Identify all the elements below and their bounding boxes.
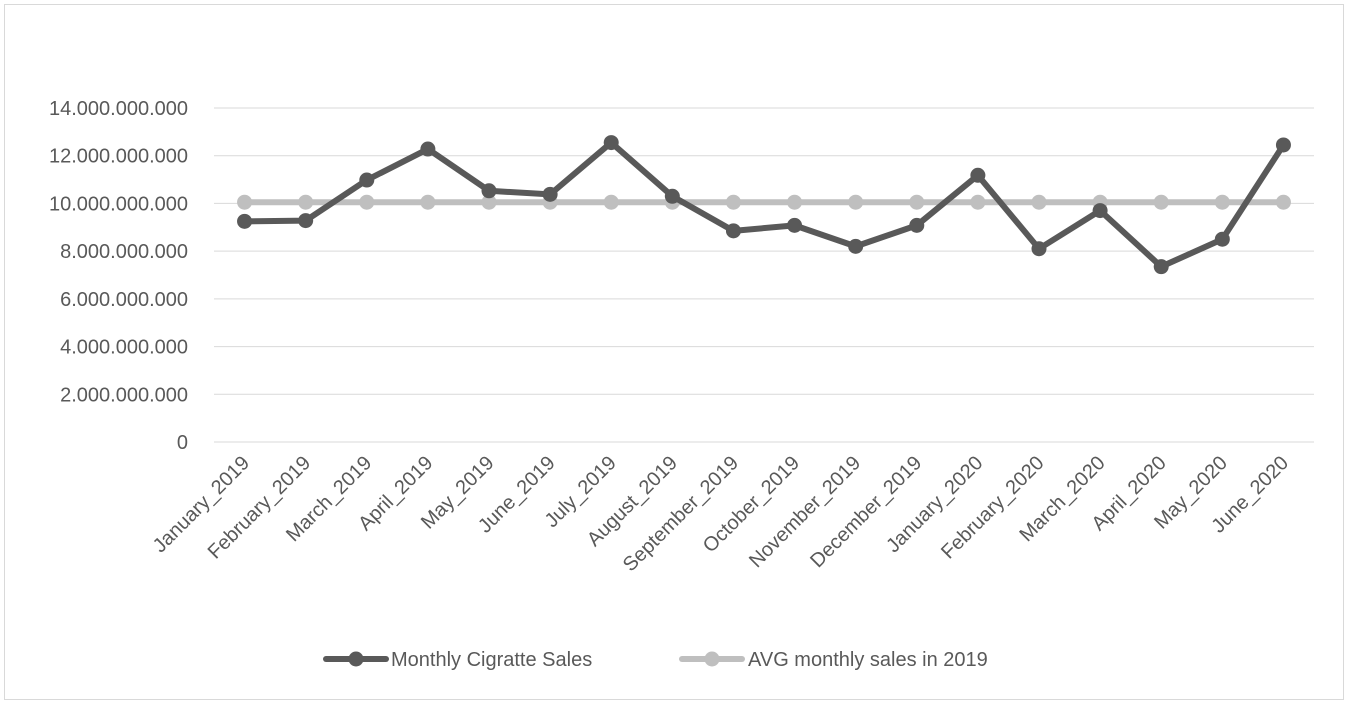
y-tick-label: 14.000.000.000 xyxy=(49,98,188,120)
data-point xyxy=(237,194,253,210)
data-point xyxy=(237,213,253,229)
gridlines xyxy=(214,107,1314,443)
data-point xyxy=(1275,194,1291,210)
legend-item: AVG monthly sales in 2019 xyxy=(679,649,988,671)
legend: Monthly Cigratte Sales AVG monthly sales … xyxy=(323,649,988,671)
legend-swatch-marker xyxy=(704,651,720,667)
data-point xyxy=(1092,203,1108,219)
legend-label: AVG monthly sales in 2019 xyxy=(748,649,988,671)
data-point xyxy=(542,186,558,202)
series-line xyxy=(241,139,1287,270)
data-point xyxy=(970,167,986,183)
data-point xyxy=(359,172,375,188)
data-point xyxy=(909,194,925,210)
x-tick-label: November_2019 xyxy=(745,452,865,572)
data-point xyxy=(359,194,375,210)
legend-item: Monthly Cigratte Sales xyxy=(323,649,592,671)
data-point xyxy=(481,183,497,199)
y-tick-label: 4.000.000.000 xyxy=(60,337,188,359)
x-tick-label: September_2019 xyxy=(619,452,743,576)
y-tick-label: 8.000.000.000 xyxy=(60,241,188,263)
data-point xyxy=(1214,194,1230,210)
x-axis-ticks: January_2019February_2019March_2019April… xyxy=(149,452,1293,576)
data-point xyxy=(725,223,741,239)
data-point xyxy=(481,194,497,210)
data-point xyxy=(1153,194,1169,210)
data-point xyxy=(970,194,986,210)
series-monthly-sales xyxy=(237,135,1291,275)
series-avg-2019 xyxy=(237,194,1291,210)
legend-label: Monthly Cigratte Sales xyxy=(391,649,592,671)
data-point xyxy=(1275,137,1291,153)
y-tick-label: 2.000.000.000 xyxy=(60,384,188,406)
data-point xyxy=(1031,194,1047,210)
y-tick-label: 12.000.000.000 xyxy=(49,146,188,168)
data-point xyxy=(1031,241,1047,257)
data-point xyxy=(603,194,619,210)
data-point xyxy=(1214,231,1230,247)
data-point xyxy=(848,238,864,254)
legend-swatch-marker xyxy=(348,651,364,667)
data-point xyxy=(725,194,741,210)
data-point xyxy=(787,194,803,210)
data-point xyxy=(909,217,925,233)
y-tick-label: 0 xyxy=(177,432,188,454)
data-point xyxy=(787,217,803,233)
data-point xyxy=(298,213,314,229)
data-point xyxy=(298,194,314,210)
data-point xyxy=(420,141,436,157)
data-point xyxy=(1153,259,1169,275)
y-axis-ticks: 0 2.000.000.000 4.000.000.000 6.000.000.000… xyxy=(49,98,188,454)
data-point xyxy=(664,188,680,204)
y-tick-label: 6.000.000.000 xyxy=(60,289,188,311)
data-point xyxy=(603,135,619,151)
chart-frame xyxy=(4,4,1344,700)
y-tick-label: 10.000.000.000 xyxy=(49,193,188,215)
data-point xyxy=(848,194,864,210)
series-group xyxy=(237,135,1291,275)
data-point xyxy=(420,194,436,210)
x-tick-label: December_2019 xyxy=(806,452,926,572)
